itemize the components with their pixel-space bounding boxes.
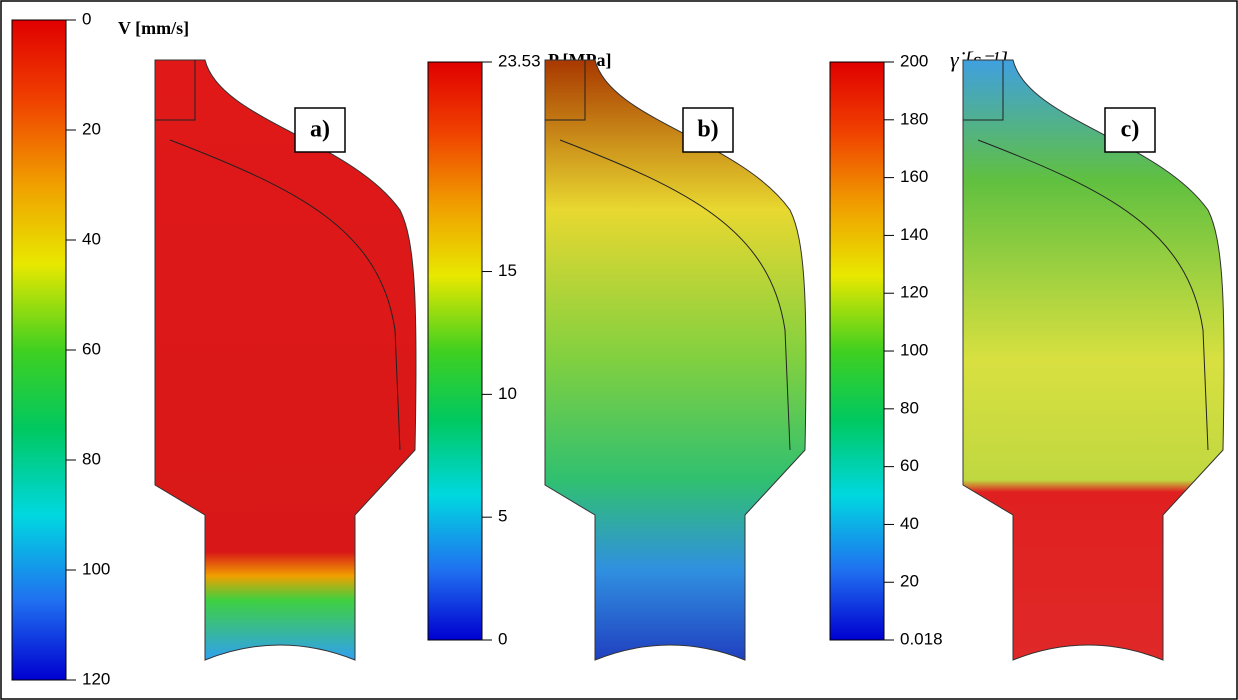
panel-label: c): [1121, 117, 1140, 143]
wall-edge: [545, 60, 586, 121]
wall-edge: [963, 60, 1004, 121]
panel-label: a): [310, 117, 330, 143]
model-shape: [154, 59, 417, 661]
inner-edge: [977, 139, 1209, 451]
tick-label: 140: [900, 225, 928, 244]
tick-label: 0: [498, 629, 507, 648]
tick-label: 120: [82, 669, 110, 688]
inner-edge: [169, 139, 401, 451]
panel-label-box: [1104, 107, 1156, 153]
tick-label: 120: [900, 283, 928, 302]
tick-label: 60: [900, 456, 919, 475]
tick-label: 160: [900, 167, 928, 186]
tick-label: 60: [82, 339, 101, 358]
tick-label: 0.018: [900, 629, 943, 648]
tick-label: 10: [498, 384, 517, 403]
tick-label: 5: [498, 507, 507, 526]
panel-label-box: [294, 107, 346, 153]
tick-label: 20: [900, 572, 919, 591]
colorbar-title: V [mm/s]: [118, 18, 189, 38]
panel-label-box: [682, 107, 734, 153]
colorbar: [427, 61, 483, 641]
tick-label: 100: [82, 559, 110, 578]
inner-edge: [559, 139, 791, 451]
tick-label: 40: [900, 514, 919, 533]
tick-label: 80: [82, 449, 101, 468]
tick-label: 80: [900, 398, 919, 417]
tick-label: 180: [900, 109, 928, 128]
colorbar: [11, 19, 67, 681]
tick-label: 15: [498, 261, 517, 280]
model-shape: [962, 59, 1225, 661]
tick-label: 0: [82, 9, 91, 28]
tick-label: 100: [900, 341, 928, 360]
panel-label: b): [697, 117, 718, 143]
tick-label: 23.53: [498, 51, 541, 70]
tick-label: 200: [900, 51, 928, 70]
model-shape: [544, 59, 807, 661]
colorbar: [829, 61, 885, 641]
tick-label: 20: [82, 119, 101, 138]
tick-label: 40: [82, 229, 101, 248]
wall-edge: [155, 60, 196, 121]
